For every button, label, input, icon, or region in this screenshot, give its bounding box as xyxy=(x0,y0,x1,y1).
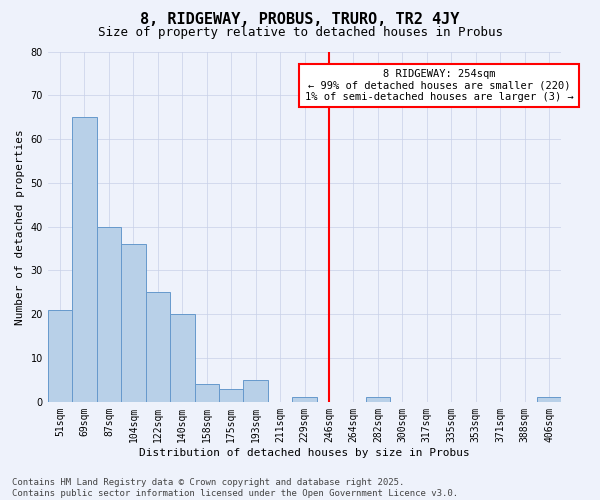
Bar xyxy=(121,244,146,402)
X-axis label: Distribution of detached houses by size in Probus: Distribution of detached houses by size … xyxy=(139,448,470,458)
Bar xyxy=(219,388,244,402)
Bar xyxy=(292,398,317,402)
Bar xyxy=(366,398,390,402)
Text: 8, RIDGEWAY, PROBUS, TRURO, TR2 4JY: 8, RIDGEWAY, PROBUS, TRURO, TR2 4JY xyxy=(140,12,460,28)
Bar xyxy=(146,292,170,402)
Bar xyxy=(244,380,268,402)
Bar xyxy=(170,314,194,402)
Bar xyxy=(537,398,562,402)
Bar xyxy=(194,384,219,402)
Bar xyxy=(97,226,121,402)
Text: 8 RIDGEWAY: 254sqm
← 99% of detached houses are smaller (220)
1% of semi-detache: 8 RIDGEWAY: 254sqm ← 99% of detached hou… xyxy=(305,69,574,102)
Bar xyxy=(48,310,72,402)
Text: Size of property relative to detached houses in Probus: Size of property relative to detached ho… xyxy=(97,26,503,39)
Bar xyxy=(72,117,97,402)
Y-axis label: Number of detached properties: Number of detached properties xyxy=(15,129,25,324)
Text: Contains HM Land Registry data © Crown copyright and database right 2025.
Contai: Contains HM Land Registry data © Crown c… xyxy=(12,478,458,498)
